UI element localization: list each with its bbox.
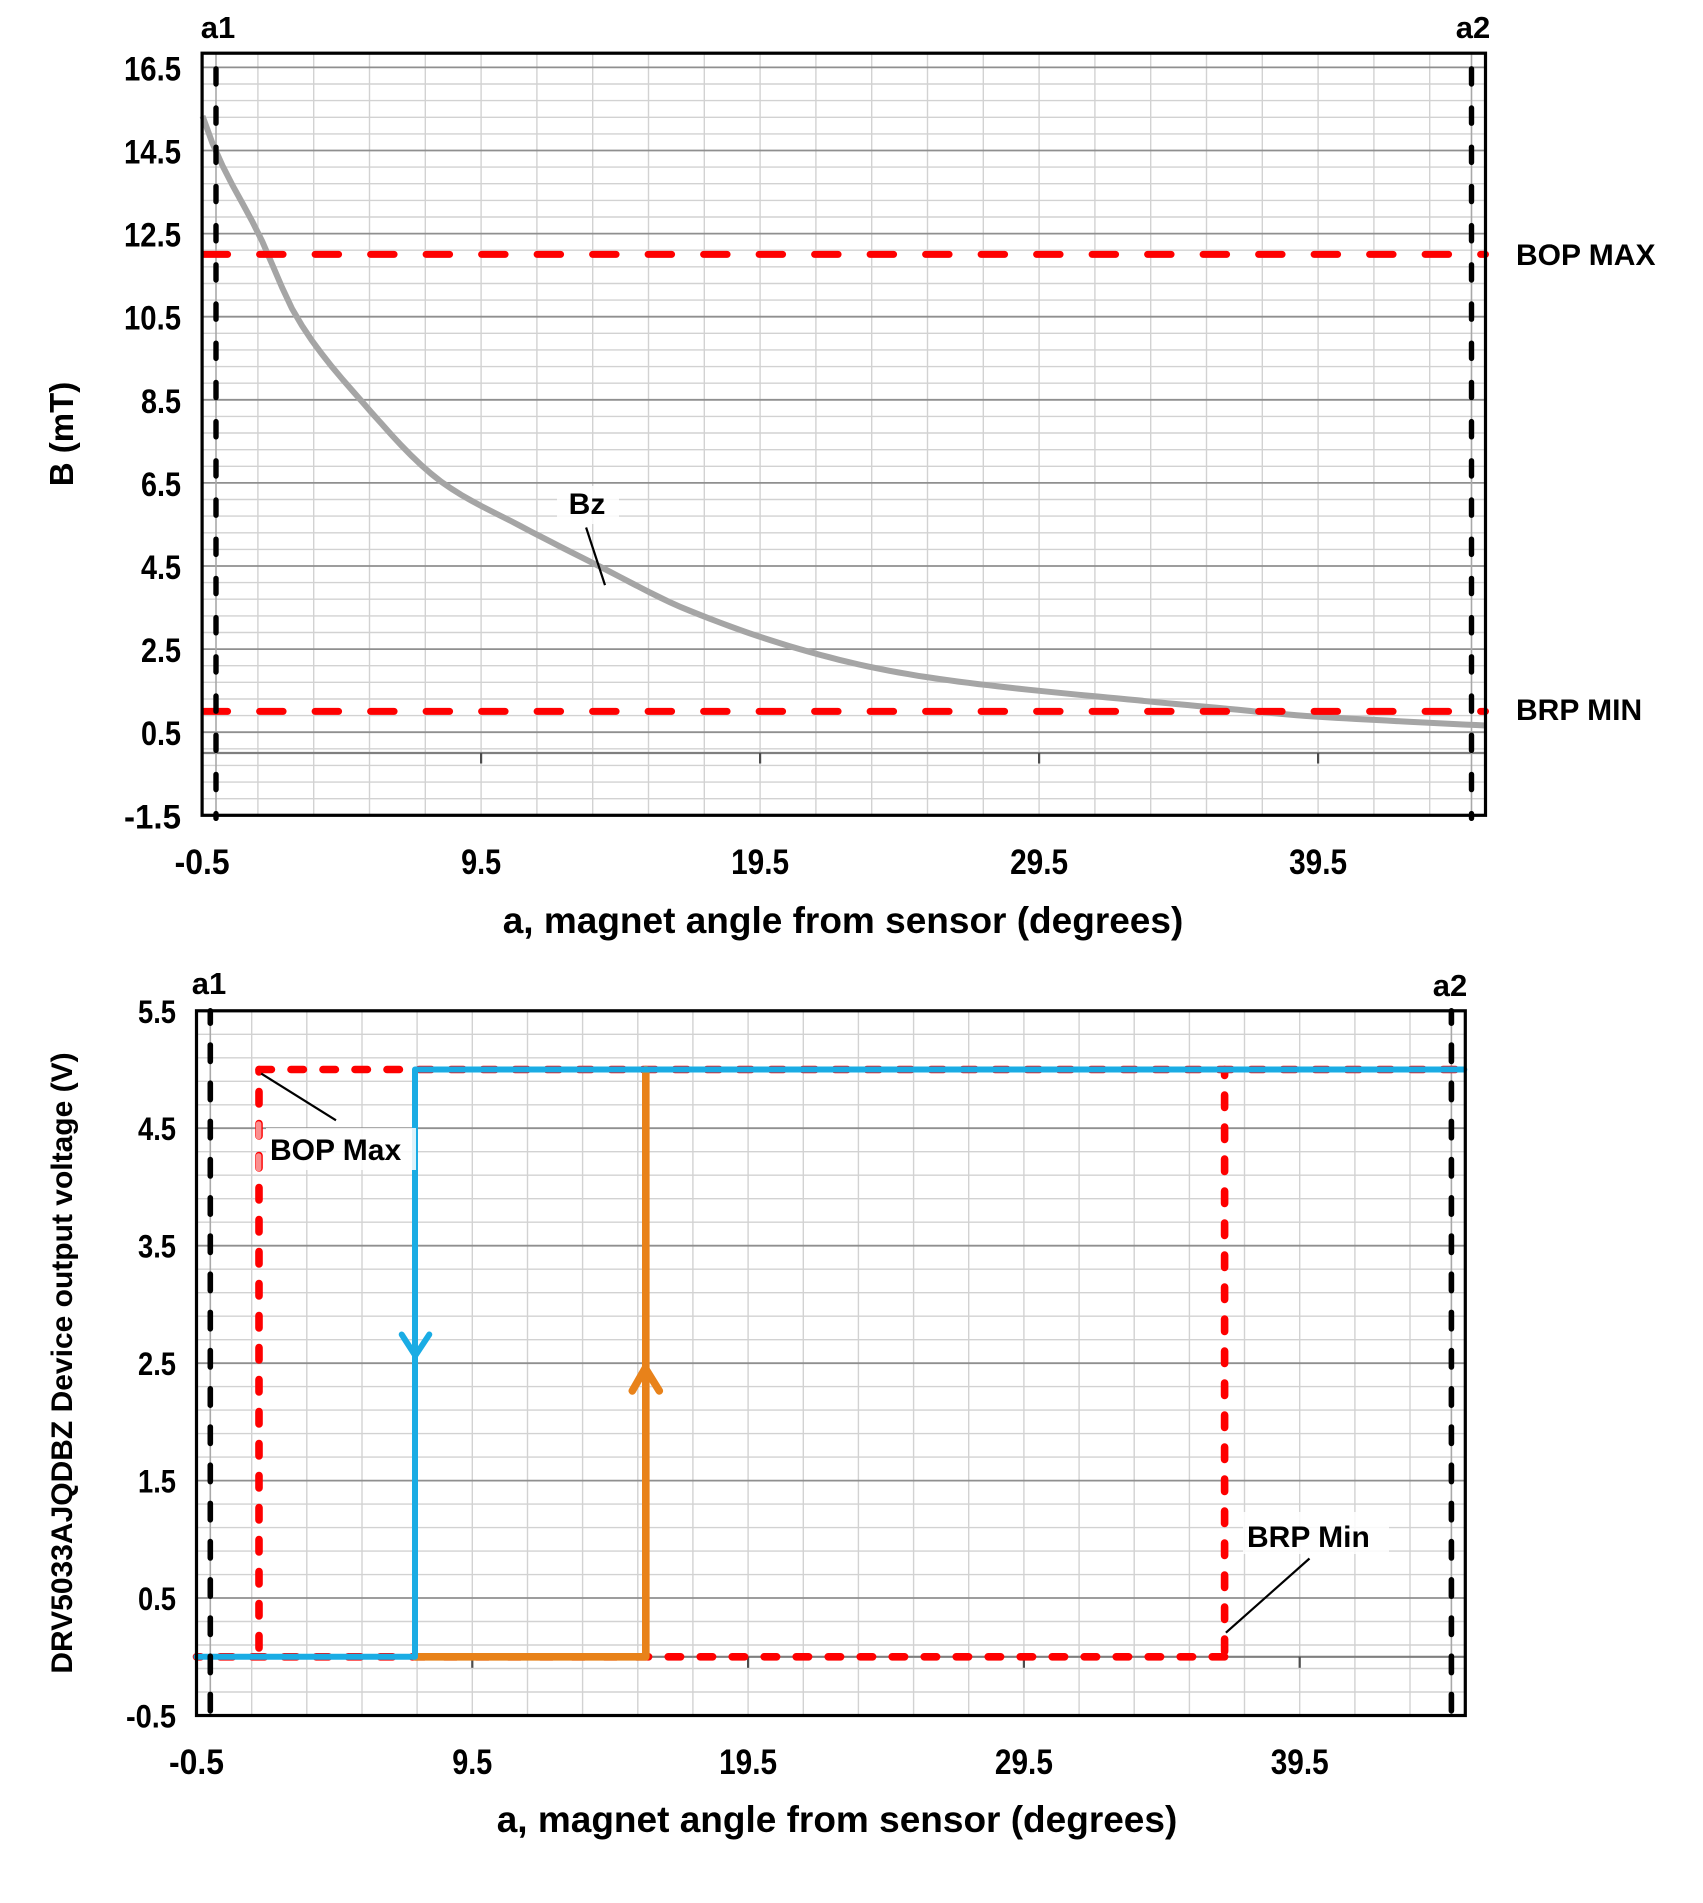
svg-text:9.5: 9.5 [461, 843, 501, 882]
svg-text:DRV5033AJQDBZ Device output vo: DRV5033AJQDBZ Device output voltage (V) [46, 1052, 79, 1673]
svg-text:4.5: 4.5 [138, 1111, 176, 1147]
svg-text:29.5: 29.5 [1010, 843, 1068, 882]
svg-text:5.5: 5.5 [138, 994, 176, 1030]
svg-text:2.5: 2.5 [138, 1346, 176, 1382]
svg-text:1.5: 1.5 [138, 1464, 176, 1500]
svg-text:16.5: 16.5 [124, 50, 181, 88]
svg-text:B (mT): B (mT) [43, 382, 80, 486]
svg-text:2.5: 2.5 [141, 632, 181, 670]
svg-text:19.5: 19.5 [719, 1743, 777, 1782]
svg-text:a, magnet angle from sensor (d: a, magnet angle from sensor (degrees) [497, 1799, 1178, 1840]
svg-text:29.5: 29.5 [995, 1743, 1053, 1782]
svg-text:BRP Min: BRP Min [1247, 1521, 1370, 1554]
svg-text:4.5: 4.5 [141, 549, 181, 587]
svg-text:a1: a1 [192, 966, 226, 1001]
svg-text:a2: a2 [1456, 10, 1490, 45]
svg-text:BOP Max: BOP Max [270, 1134, 401, 1167]
svg-text:12.5: 12.5 [124, 217, 181, 255]
svg-text:3.5: 3.5 [138, 1229, 176, 1265]
svg-text:0.5: 0.5 [141, 715, 181, 753]
svg-text:BOP MAX: BOP MAX [1516, 239, 1655, 272]
svg-text:-0.5: -0.5 [175, 843, 230, 882]
svg-text:a2: a2 [1433, 968, 1467, 1003]
svg-text:BRP MIN: BRP MIN [1516, 694, 1642, 727]
svg-text:9.5: 9.5 [452, 1743, 492, 1782]
svg-text:14.5: 14.5 [124, 134, 181, 172]
svg-text:8.5: 8.5 [141, 383, 181, 421]
svg-text:Bz: Bz [569, 488, 606, 521]
svg-text:-1.5: -1.5 [124, 798, 181, 836]
svg-text:19.5: 19.5 [731, 843, 789, 882]
svg-text:6.5: 6.5 [141, 466, 181, 504]
svg-text:-0.5: -0.5 [169, 1743, 224, 1782]
svg-text:-0.5: -0.5 [126, 1699, 176, 1735]
svg-text:39.5: 39.5 [1271, 1743, 1329, 1782]
svg-text:0.5: 0.5 [138, 1581, 176, 1617]
svg-text:10.5: 10.5 [124, 300, 181, 338]
svg-text:39.5: 39.5 [1289, 843, 1347, 882]
svg-text:a1: a1 [201, 10, 235, 45]
svg-text:a, magnet angle from sensor (d: a, magnet angle from sensor (degrees) [503, 900, 1184, 941]
